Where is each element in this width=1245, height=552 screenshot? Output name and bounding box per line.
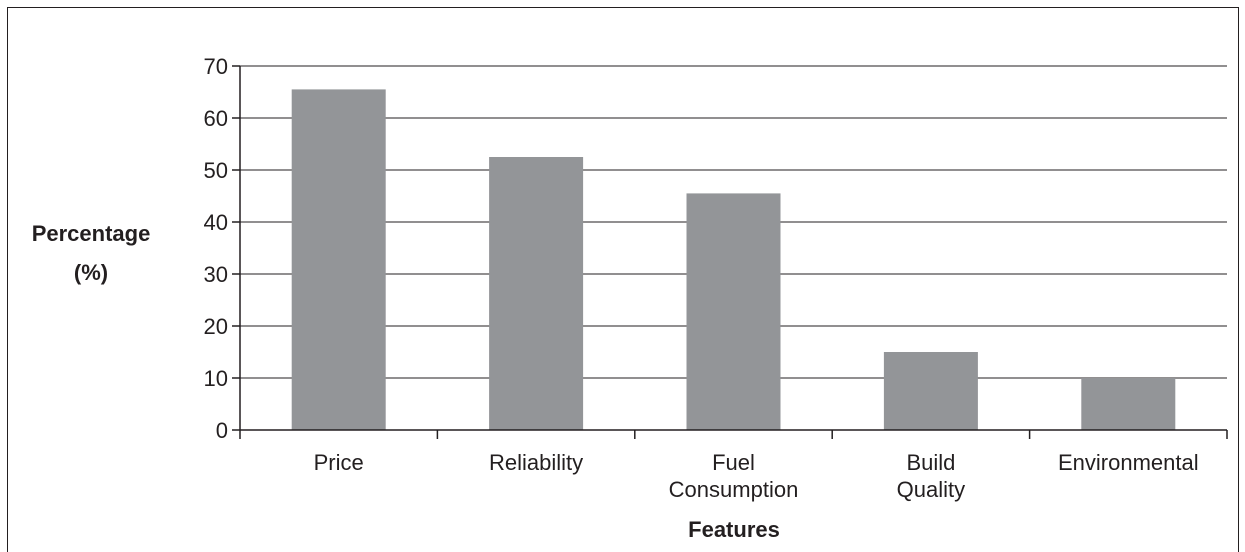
x-category-label: Quality <box>897 477 965 502</box>
axes <box>232 65 1228 439</box>
y-tick-label: 50 <box>204 158 228 183</box>
bar <box>686 193 781 430</box>
x-category-label: Fuel <box>712 450 755 475</box>
y-tick-label: 10 <box>204 366 228 391</box>
x-category-label: Environmental <box>1058 450 1199 475</box>
x-axis-title: Features <box>688 517 780 542</box>
y-axis-title-line-2: (%) <box>74 260 108 285</box>
x-category-label: Consumption <box>669 477 799 502</box>
bar <box>1081 378 1176 430</box>
y-axis-title-line-1: Percentage <box>32 221 151 246</box>
bars <box>291 89 1176 431</box>
bar <box>489 157 584 430</box>
bar <box>291 89 386 431</box>
bar <box>883 352 978 430</box>
y-tick-label: 70 <box>204 54 228 79</box>
y-tick-label: 60 <box>204 106 228 131</box>
y-tick-label: 40 <box>204 210 228 235</box>
chart-frame <box>7 7 1239 552</box>
y-tick-label: 30 <box>204 262 228 287</box>
x-category-label: Build <box>906 450 955 475</box>
labels: 0 10 20 30 40 50 60 70 Price Reliability FuelConsu… <box>204 54 1199 502</box>
x-category-label: Reliability <box>489 450 583 475</box>
x-category-label: Price <box>314 450 364 475</box>
y-tick-label: 0 <box>216 418 228 443</box>
y-tick-label: 20 <box>204 314 228 339</box>
